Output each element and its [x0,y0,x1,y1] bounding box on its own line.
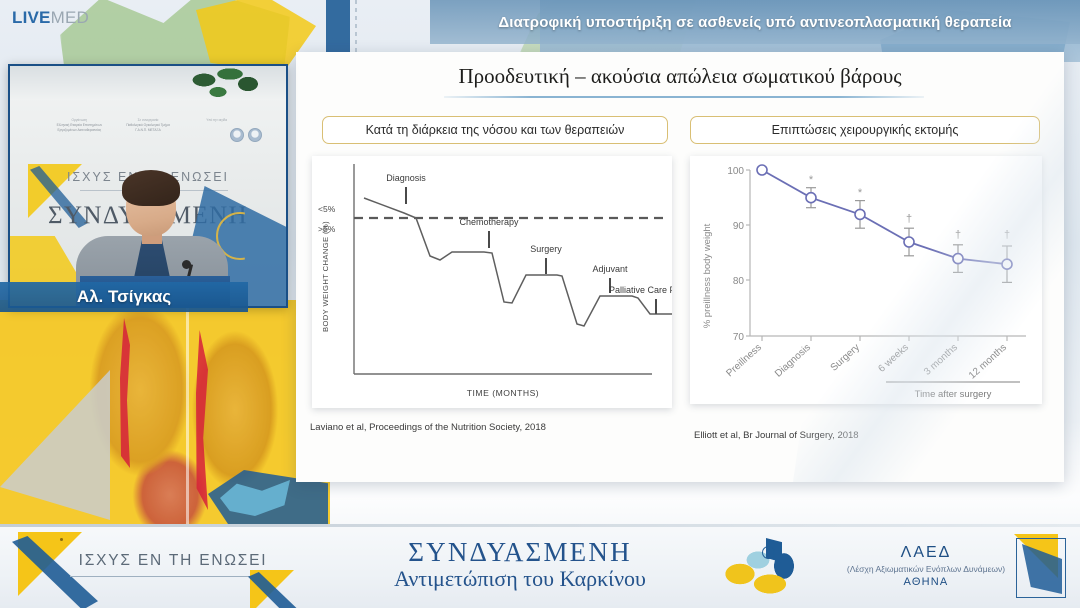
session-title: Διατροφική υποστήριξη σε ασθενείς υπό αν… [498,13,1012,31]
svg-text:*: * [809,174,814,186]
background-shape-red-left [120,318,130,468]
svg-text:Diagnosis: Diagnosis [386,173,426,183]
slide-title: Προοδευτική – ακούσια απώλεια σωματικού … [458,64,902,88]
svg-text:†: † [1004,229,1010,241]
credit-column-auspices: Υπό την αιγίδα [185,118,248,132]
auspices-seals [230,128,262,142]
speaker-name-tag: Αλ. Τσίγκας [0,282,248,312]
top-header-bar: Διατροφική υποστήριξη σε ασθενείς υπό αν… [0,0,1080,44]
svg-text:Adjuvant: Adjuvant [592,264,628,274]
chart-preillness-weight-svg: 100 90 80 70 % preillness body weight [702,164,1026,400]
caption-box-right: Επιπτώσεις χειρουργικής εκτομής [690,116,1040,144]
organization-emblem-icon [718,540,804,606]
banner-dot-accent [60,538,63,541]
svg-text:Chemotherapy: Chemotherapy [459,217,519,227]
caption-right-text: Επιπτώσεις χειρουργικής εκτομής [771,123,959,137]
backdrop-credits: Οργάνωση Ελληνική Εταιρεία Επιστημόνων Ε… [48,118,248,132]
svg-text:*: * [858,187,863,199]
speaker-name: Αλ. Τσίγκας [76,287,172,306]
header-title-plate [430,0,1080,44]
credit-auspices-heading: Υπό την αιγίδα [206,118,228,122]
credit-organizer-line1: Ελληνική Εταιρεία Επιστημόνων [56,122,103,127]
seal-icon-1 [230,128,244,142]
congress-title-line1: ΣΥΝΔΥΑΣΜΕΝΗ [408,537,632,567]
caption-box-left: Κατά τη διάρκεια της νόσου και των θεραπ… [322,116,668,144]
caption-left-text: Κατά τη διάρκεια της νόσου και των θεραπ… [365,123,625,137]
banner-top-edge [0,524,1080,527]
svg-text:Preillness: Preillness [724,342,764,379]
organization-abbr: ΛΑΕΔ [900,544,952,561]
background-seam-line [186,300,189,526]
citation-left: Laviano et al, Proceedings of the Nutrit… [310,422,546,433]
organization-block: ΛΑΕΔ (Λέσχη Αξιωματικών Ενόπλων Δυνάμεων… [826,544,1026,588]
congress-title-line2: Αντιμετώπιση του Καρκίνου [394,566,646,592]
banner-congress-title: ΣΥΝΔΥΑΣΜΕΝΗ Αντιμετώπιση του Καρκίνου [330,538,710,592]
svg-text:†: † [955,229,961,241]
background-shape-red-right [196,330,208,510]
svg-text:100: 100 [727,166,744,177]
chart-card-weight-trajectory: <5% >5% BODY WEIGHT CHANGE (%) TIME (MON… [312,156,672,408]
presentation-slide[interactable]: Προοδευτική – ακούσια απώλεια σωματικού … [296,52,1064,482]
chart-weight-trajectory-svg: <5% >5% BODY WEIGHT CHANGE (%) TIME (MON… [318,164,672,398]
citation-right: Elliott et al, Br Journal of Surgery, 20… [694,430,859,441]
svg-text:Surgery: Surgery [530,244,562,254]
svg-text:6 weeks: 6 weeks [876,342,911,375]
logo-med-text: MED [50,8,89,27]
credit-column-organizer: Οργάνωση Ελληνική Εταιρεία Επιστημόνων Ε… [48,118,111,132]
organization-full-name: (Λέσχη Αξιωματικών Ενόπλων Δυνάμεων) [846,564,1006,574]
slide-title-underline [444,96,924,98]
background-dotted-line [355,0,357,52]
svg-text:90: 90 [733,221,745,232]
svg-text:Surgery: Surgery [829,342,862,374]
credit-partner-line1: Παθολογικό Ογκολογικό Τμήμα [126,122,170,127]
seal-icon-2 [248,128,262,142]
banner-motto: ΙΣΧΥΣ ΕΝ ΤΗ ΕΝΩΣΕΙ [78,552,268,569]
banner-motto-rule [70,576,276,578]
speaker-video-panel[interactable]: Οργάνωση Ελληνική Εταιρεία Επιστημόνων Ε… [8,64,288,308]
svg-text:% preillness body weight: % preillness body weight [702,223,713,328]
plant-decoration [186,66,264,102]
credit-column-partner: Σε συνεργασία Παθολογικό Ογκολογικό Τμήμ… [117,118,180,132]
svg-text:Palliative Care Phase: Palliative Care Phase [609,285,672,295]
background-shape-blue-bar [326,0,350,52]
livemed-logo[interactable]: LIVEMED [12,8,89,28]
svg-text:Diagnosis: Diagnosis [773,342,813,380]
emblem-ring-icon [762,546,775,559]
banner-right-frame [1016,538,1066,598]
svg-text:>5%: >5% [318,224,336,234]
credit-partner-line2: Γ.Α.Ν.Π. ΜΕΤΑΞΑ [135,127,161,132]
organization-city: ΑΘΗΝΑ [903,576,949,588]
svg-text:80: 80 [733,276,745,287]
svg-text:3 months: 3 months [922,342,960,378]
svg-text:†: † [906,213,912,225]
credit-partner-heading: Σε συνεργασία [137,118,159,122]
microphone-icon [182,260,191,269]
svg-text:70: 70 [733,332,745,343]
svg-text:<5%: <5% [318,204,336,214]
credit-organizer-line2: Εργαζομένων Ακτινοθεραπείας [57,127,102,132]
speaker-hair [122,170,180,206]
bottom-branding-banner: ΙΣΧΥΣ ΕΝ ΤΗ ΕΝΩΣΕΙ ΣΥΝΔΥΑΣΜΕΝΗ Αντιμετώπ… [0,524,1080,608]
credit-organizer-heading: Οργάνωση [71,118,88,122]
svg-text:12 months: 12 months [967,342,1009,381]
chart-card-preillness-weight: 100 90 80 70 % preillness body weight [690,156,1042,404]
svg-text:Time after surgery: Time after surgery [915,389,992,400]
svg-text:TIME (MONTHS): TIME (MONTHS) [467,388,539,398]
svg-text:BODY WEIGHT CHANGE (%): BODY WEIGHT CHANGE (%) [321,221,330,332]
logo-live-text: LIVE [12,8,51,27]
